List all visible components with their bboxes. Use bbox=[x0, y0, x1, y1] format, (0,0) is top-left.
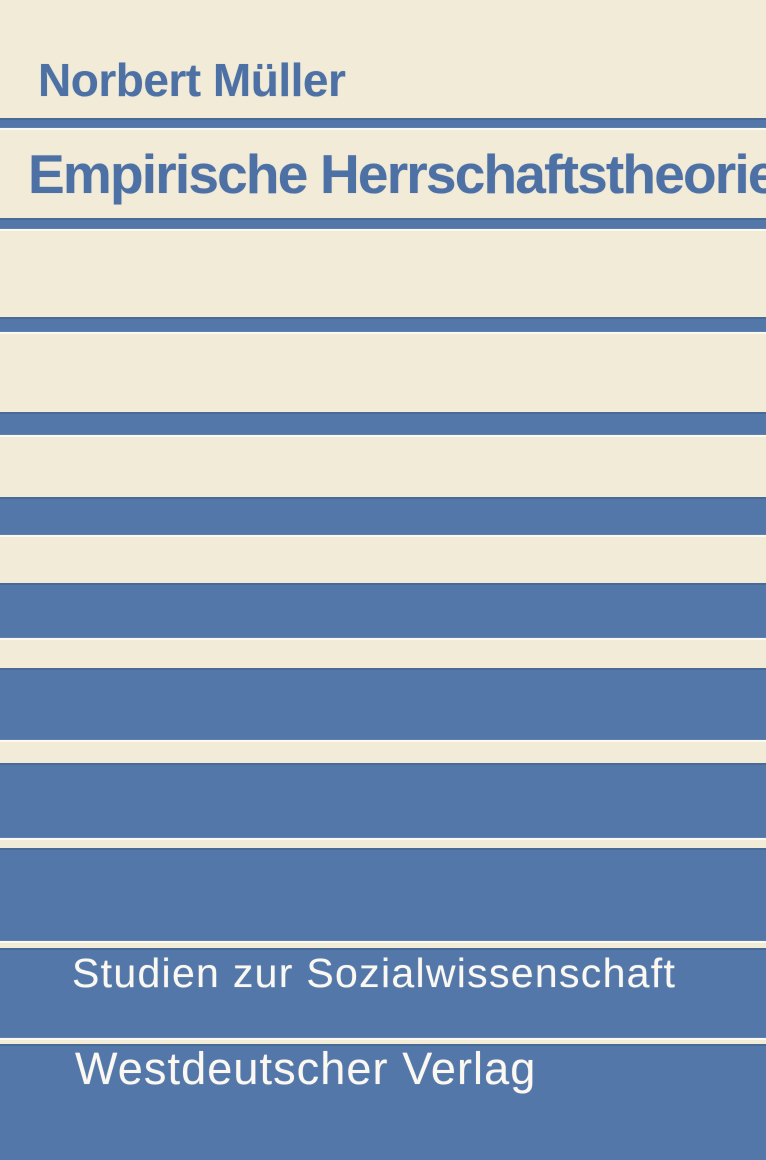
stripe-2 bbox=[0, 218, 766, 229]
stripe-9 bbox=[0, 848, 766, 941]
stripe-4 bbox=[0, 412, 766, 435]
stripe-5 bbox=[0, 497, 766, 535]
stripe-8 bbox=[0, 763, 766, 838]
author-name: Norbert Müller bbox=[38, 54, 346, 106]
stripe-10 bbox=[0, 948, 766, 1038]
stripe-7 bbox=[0, 668, 766, 740]
stripe-3 bbox=[0, 317, 766, 332]
publisher-name: Westdeutscher Verlag bbox=[75, 1043, 537, 1094]
series-title: Studien zur Sozialwissenschaft bbox=[72, 950, 677, 996]
stripe-1 bbox=[0, 118, 766, 128]
stripe-6 bbox=[0, 583, 766, 638]
book-title: Empirische Herrschaftstheorie bbox=[28, 143, 766, 205]
stripe-11 bbox=[0, 1044, 766, 1160]
